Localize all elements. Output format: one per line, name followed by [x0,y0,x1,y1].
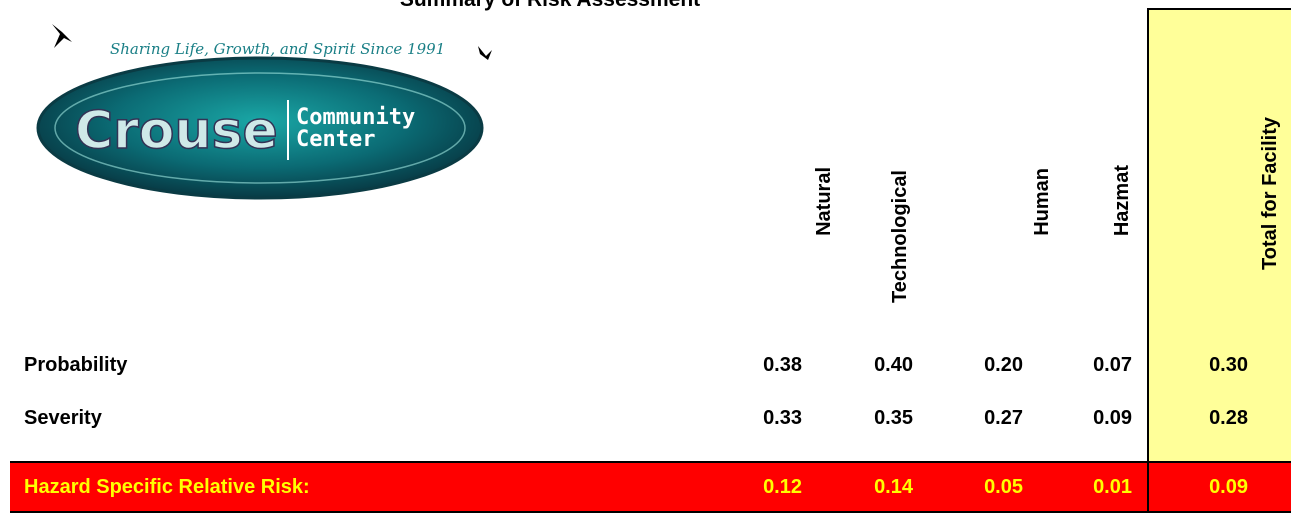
bird-icon [52,24,72,48]
row-label-severity: Severity [24,407,102,429]
row-label-risk: Hazard Specific Relative Risk: [24,476,310,498]
cell-risk-total: 0.09 [1209,476,1248,498]
total-column-highlight [1147,8,1291,461]
col-hazmat: Hazmat [1110,164,1133,236]
row-label-probability: Probability [24,354,128,376]
cell-probability-hazmat: 0.07 [1093,354,1132,376]
cell-risk-hazmat: 0.01 [1093,476,1132,498]
cell-severity-total: 0.28 [1209,407,1248,429]
cell-risk-natural: 0.12 [763,476,802,498]
cell-severity-hazmat: 0.09 [1093,407,1132,429]
cell-risk-human: 0.05 [984,476,1023,498]
cell-probability-human: 0.20 [984,354,1023,376]
svg-text:Center: Center [296,127,375,152]
page-title: Summary of Risk Assessment [0,0,1100,12]
risk-row-background [10,461,1291,513]
cell-severity-human: 0.27 [984,407,1023,429]
cell-probability-technological: 0.40 [874,354,913,376]
cell-severity-technological: 0.35 [874,407,913,429]
risk-total-divider [1147,461,1291,513]
cell-probability-total: 0.30 [1209,354,1248,376]
svg-text:Crouse: Crouse [75,101,278,161]
cell-probability-natural: 0.38 [763,354,802,376]
col-total: Total for Facility [1258,117,1281,270]
col-technological: Technological [888,170,911,303]
cell-risk-technological: 0.14 [874,476,913,498]
col-natural: Natural [812,167,835,236]
crouse-logo: Sharing Life, Growth, and Spirit Since 1… [36,24,492,200]
cell-severity-natural: 0.33 [763,407,802,429]
svg-text:Community: Community [296,105,415,130]
col-human: Human [1030,168,1053,236]
svg-text:Sharing Life, Growth, and Spir: Sharing Life, Growth, and Spirit Since 1… [110,40,445,58]
bird-icon [478,46,492,60]
